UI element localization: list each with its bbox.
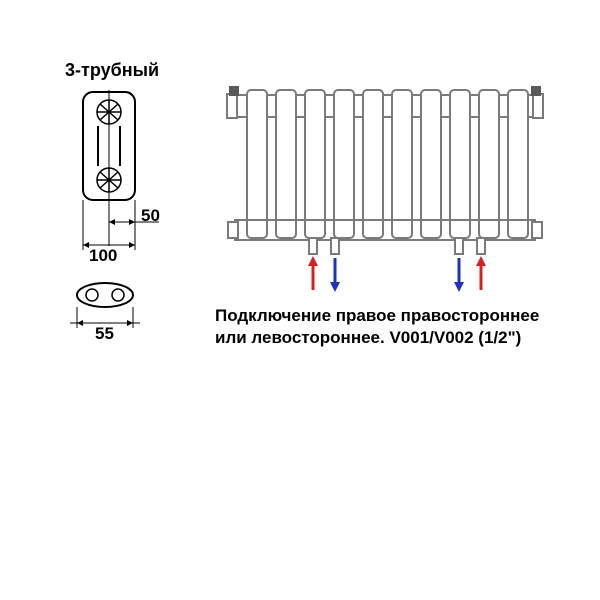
caption-line1: Подключение правое правостороннее xyxy=(215,306,539,325)
dim-100: 100 xyxy=(89,246,117,266)
arrow-right-blue xyxy=(454,258,464,292)
topview-svg xyxy=(70,280,160,350)
radiator-illustration xyxy=(225,80,565,305)
arrow-left-blue xyxy=(330,258,340,292)
section-view: 50 100 xyxy=(75,90,185,275)
right-cap xyxy=(531,86,543,118)
section-svg xyxy=(75,90,185,270)
dim-50: 50 xyxy=(141,206,160,226)
top-view: 55 xyxy=(70,280,160,355)
connection-caption: Подключение правое правостороннее или ле… xyxy=(215,305,575,349)
radiator-svg xyxy=(225,80,565,300)
tube-type-title: 3-трубный xyxy=(65,60,159,81)
diagram-container: 3-трубный xyxy=(0,0,600,600)
left-cap xyxy=(227,86,239,118)
arrow-right-red xyxy=(476,256,486,290)
caption-line2: или левостороннее. V001/V002 (1/2") xyxy=(215,328,521,347)
dim-55: 55 xyxy=(95,324,114,344)
arrow-left-red xyxy=(308,256,318,290)
